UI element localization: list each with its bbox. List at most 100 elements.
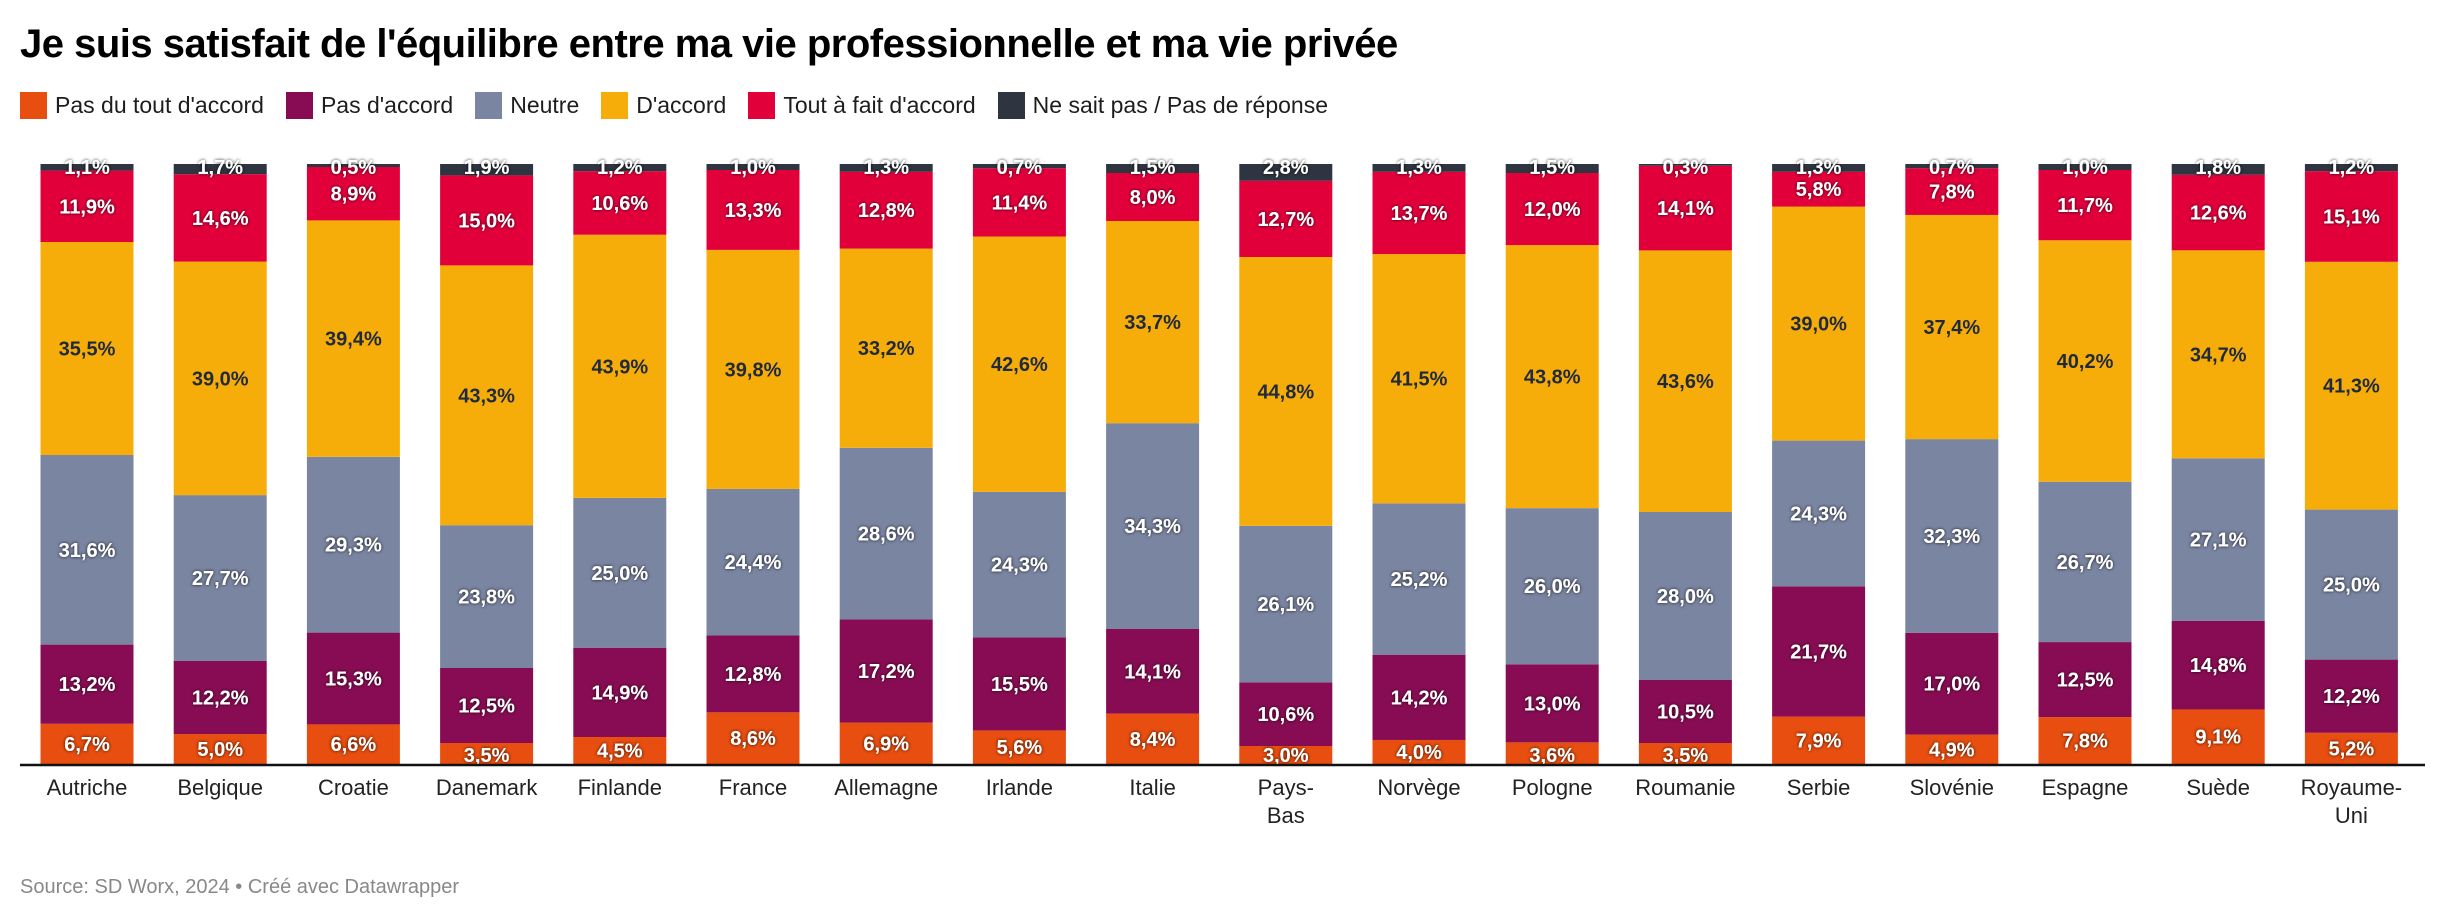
legend-item: Ne sait pas / Pas de réponse <box>997 92 1328 119</box>
bar-segment <box>1106 173 1200 221</box>
bar-segment <box>1372 503 1466 655</box>
bar-segment <box>972 730 1066 764</box>
bar-segment <box>2171 709 2265 764</box>
bar-segment <box>706 712 800 764</box>
value-label: 5,6% <box>997 737 1043 759</box>
value-label: 0,7% <box>997 157 1043 179</box>
bar-segment <box>1106 164 1200 173</box>
bar-segment <box>2171 250 2265 459</box>
value-label: 0,5% <box>331 157 377 179</box>
value-label: 27,7% <box>192 568 249 590</box>
value-label: 11,4% <box>992 192 1048 214</box>
bar-segment <box>706 488 800 636</box>
value-label: 12,8% <box>725 664 782 686</box>
legend-swatch <box>997 92 1025 119</box>
bar-segment <box>40 644 134 724</box>
bar-segment <box>972 164 1066 169</box>
bar-segment <box>1505 742 1599 764</box>
value-label: 15,0% <box>458 210 515 232</box>
value-label: 1,3% <box>1396 157 1442 179</box>
value-label: 1,2% <box>597 157 643 179</box>
value-label: 33,2% <box>858 338 915 360</box>
category-label: Espagne <box>2042 775 2129 800</box>
legend-label: Ne sait pas / Pas de réponse <box>1032 92 1328 118</box>
bar-segment <box>1239 525 1333 683</box>
source-note: Source: SD Worx, 2024 • Créé avec Datawr… <box>20 876 460 898</box>
value-label: 12,7% <box>1257 209 1314 231</box>
value-label: 15,1% <box>2323 207 2380 229</box>
value-label: 4,0% <box>1396 742 1442 764</box>
category-label: Belgique <box>177 775 263 800</box>
legend-swatch <box>20 92 47 119</box>
value-label: 7,8% <box>1929 182 1975 204</box>
value-label: 12,6% <box>2190 203 2247 225</box>
value-label: 1,0% <box>2062 157 2108 179</box>
value-label: 12,2% <box>192 688 249 710</box>
bar-segment <box>306 164 400 167</box>
value-label: 6,9% <box>863 733 909 755</box>
value-label: 27,1% <box>2190 530 2247 552</box>
bar-segment <box>2038 642 2132 718</box>
bar-segment <box>1638 680 1732 743</box>
value-label: 26,1% <box>1257 594 1314 616</box>
value-label: 43,8% <box>1524 367 1581 389</box>
bar-segment <box>2171 174 2265 251</box>
category-label: Italie <box>1129 775 1175 800</box>
bar-segment <box>573 737 667 764</box>
value-label: 0,7% <box>1929 157 1975 179</box>
bar-segment <box>1505 245 1599 509</box>
legend-item: Pas du tout d'accord <box>20 92 264 119</box>
bar-segment <box>573 497 667 648</box>
category-label: Bas <box>1267 803 1305 828</box>
bar-segment <box>1772 716 1866 764</box>
bar-segment <box>839 619 933 723</box>
value-label: 12,0% <box>1524 199 1581 221</box>
bar-segment <box>2304 732 2398 764</box>
value-label: 3,5% <box>464 745 510 767</box>
value-label: 43,9% <box>591 356 648 378</box>
bar-segment <box>173 261 267 496</box>
bar-segment <box>440 668 534 743</box>
bar-segment <box>573 171 667 235</box>
bar-segment <box>1372 164 1466 172</box>
value-label: 43,6% <box>1657 371 1714 393</box>
value-label: 11,7% <box>2057 195 2113 217</box>
bar-segment <box>2038 170 2132 241</box>
value-label: 1,5% <box>1529 157 1575 179</box>
value-label: 12,8% <box>858 200 915 222</box>
bar-segment <box>1505 664 1599 743</box>
bar-segment <box>1106 423 1200 629</box>
bar-segment <box>2038 717 2132 764</box>
value-label: 8,0% <box>1130 187 1176 209</box>
stacked-bar-chart: 6,7% 13,2% 31,6% 35,5% 11,9% 1,1% Autriche 5,0%… <box>20 157 2425 828</box>
value-label: 1,9% <box>464 157 510 179</box>
value-label: 14,6% <box>192 208 249 230</box>
value-label: 8,6% <box>730 728 776 750</box>
bar-segment <box>1638 512 1732 680</box>
value-label: 12,5% <box>458 696 515 718</box>
bar-segment <box>1905 632 1999 735</box>
bar-segment <box>972 236 1066 492</box>
value-label: 0,3% <box>1663 157 1709 179</box>
legend-swatch <box>285 92 313 119</box>
bar-segment <box>706 635 800 713</box>
bar-segment <box>440 175 534 266</box>
value-label: 40,2% <box>2057 351 2114 373</box>
value-label: 14,9% <box>591 682 648 704</box>
value-label: 7,8% <box>2062 731 2108 753</box>
legend-label: Pas d'accord <box>320 92 454 118</box>
legend-label: Neutre <box>510 92 580 118</box>
bar-segment <box>440 743 534 764</box>
value-label: 34,3% <box>1124 516 1181 538</box>
bar-segment <box>1638 743 1732 764</box>
bar-segment <box>706 170 800 250</box>
bar-segment <box>1772 171 1866 207</box>
value-label: 15,5% <box>991 674 1048 696</box>
legend-swatch <box>748 92 776 119</box>
value-label: 37,4% <box>1923 317 1980 339</box>
value-label: 39,8% <box>725 359 782 381</box>
legend: Pas du tout d'accord Pas d'accord Neutre D'… <box>20 92 1328 119</box>
bar-segment <box>1106 629 1200 714</box>
category-label: Norvège <box>1377 775 1460 800</box>
bar-segment <box>1239 164 1333 181</box>
